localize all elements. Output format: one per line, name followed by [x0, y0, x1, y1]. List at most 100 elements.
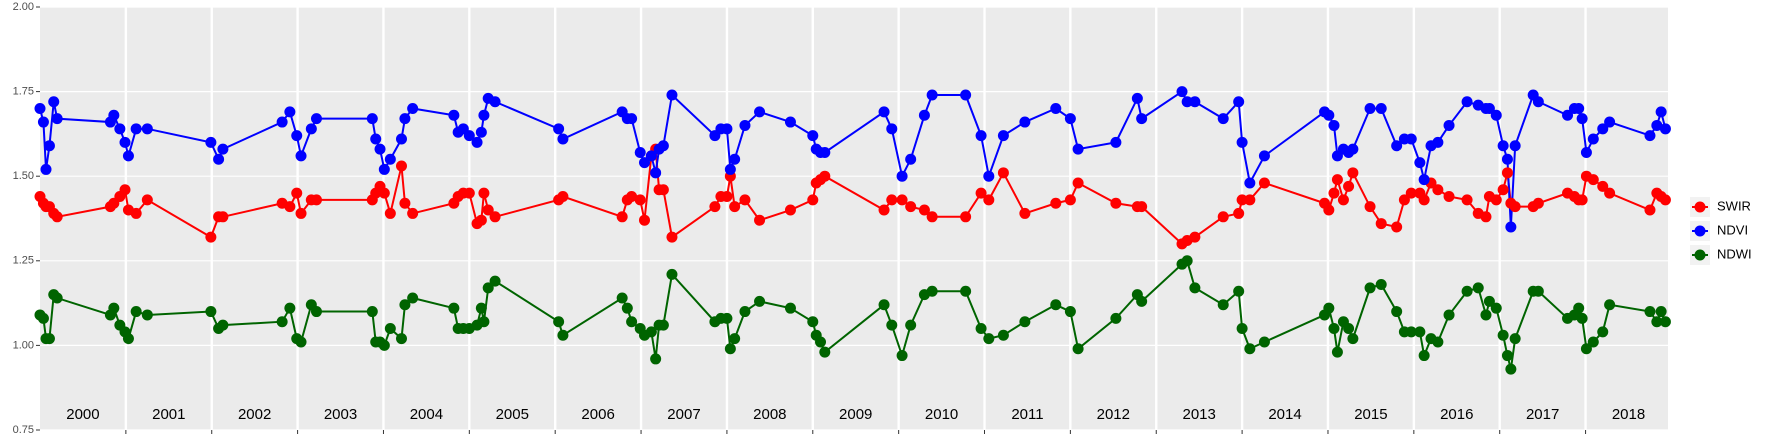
data-point: [886, 123, 898, 135]
data-point: [291, 187, 303, 199]
data-point: [48, 96, 60, 108]
data-point: [1233, 207, 1245, 219]
data-point: [205, 306, 217, 318]
data-point: [1490, 194, 1502, 206]
data-point: [1328, 322, 1340, 334]
data-point: [489, 96, 501, 108]
data-point: [51, 292, 63, 304]
data-point: [666, 89, 678, 101]
data-point: [310, 194, 322, 206]
data-point: [616, 292, 628, 304]
data-point: [1501, 350, 1513, 362]
data-point: [1659, 316, 1671, 328]
data-point: [1532, 96, 1544, 108]
data-point: [1497, 184, 1509, 196]
data-point: [650, 167, 662, 179]
data-point: [807, 316, 819, 328]
data-point: [807, 130, 819, 142]
data-point: [217, 143, 229, 155]
data-point: [983, 333, 995, 345]
data-point: [754, 295, 766, 307]
data-point: [1461, 194, 1473, 206]
data-point: [399, 299, 411, 311]
data-point: [384, 153, 396, 165]
y-tick-label: 1.25: [13, 255, 34, 267]
data-point: [1181, 255, 1193, 267]
data-point: [1110, 136, 1122, 148]
data-point: [1258, 177, 1270, 189]
year-label: 2006: [581, 406, 614, 423]
data-point: [1375, 103, 1387, 115]
data-point: [1604, 187, 1616, 199]
data-point: [378, 187, 390, 199]
data-point: [1490, 302, 1502, 314]
data-point: [1347, 143, 1359, 155]
data-point: [1019, 207, 1031, 219]
data-point: [905, 153, 917, 165]
data-point: [1587, 133, 1599, 145]
data-point: [217, 319, 229, 331]
data-point: [1258, 336, 1270, 348]
data-point: [1391, 306, 1403, 318]
data-point: [616, 211, 628, 223]
data-point: [119, 136, 131, 148]
data-point: [1347, 167, 1359, 179]
data-point: [1509, 140, 1521, 152]
year-label: 2002: [238, 406, 271, 423]
year-label: 2000: [66, 406, 99, 423]
data-point: [51, 113, 63, 125]
year-label: 2009: [839, 406, 872, 423]
data-point: [1189, 231, 1201, 243]
data-point: [1189, 282, 1201, 294]
data-point: [399, 197, 411, 209]
data-point: [141, 123, 153, 135]
data-point: [366, 306, 378, 318]
data-point: [1659, 194, 1671, 206]
data-point: [305, 123, 317, 135]
data-point: [448, 302, 460, 314]
data-point: [983, 194, 995, 206]
data-point: [918, 204, 930, 216]
data-point: [141, 194, 153, 206]
data-point: [975, 187, 987, 199]
data-point: [141, 309, 153, 321]
data-point: [1580, 147, 1592, 159]
data-point: [1597, 326, 1609, 338]
legend-label: SWIR: [1717, 198, 1751, 213]
data-point: [1110, 312, 1122, 324]
data-point: [1443, 119, 1455, 131]
data-point: [1418, 350, 1430, 362]
legend-label: NDVI: [1717, 222, 1748, 237]
year-label: 2004: [410, 406, 443, 423]
data-point: [729, 201, 741, 213]
data-point: [729, 153, 741, 165]
data-point: [1136, 201, 1148, 213]
data-point: [1364, 201, 1376, 213]
data-point: [1343, 322, 1355, 334]
year-label: 2017: [1526, 406, 1559, 423]
year-label: 2014: [1268, 406, 1301, 423]
data-point: [1587, 174, 1599, 186]
data-point: [709, 201, 721, 213]
data-point: [896, 350, 908, 362]
data-point: [1580, 343, 1592, 355]
data-point: [1244, 194, 1256, 206]
data-point: [1236, 194, 1248, 206]
data-point: [739, 119, 751, 131]
data-point: [1176, 86, 1188, 98]
data-point: [478, 109, 490, 121]
data-point: [819, 147, 831, 159]
year-label: 2003: [324, 406, 357, 423]
data-point: [1347, 333, 1359, 345]
data-point: [276, 316, 288, 328]
data-point: [1331, 174, 1343, 186]
data-point: [1505, 363, 1517, 375]
data-point: [918, 109, 930, 121]
data-point: [905, 319, 917, 331]
data-point: [997, 329, 1009, 341]
data-point: [1364, 103, 1376, 115]
data-point: [130, 123, 142, 135]
data-point: [43, 140, 55, 152]
y-tick-label: 2.00: [13, 1, 34, 13]
data-point: [1064, 306, 1076, 318]
